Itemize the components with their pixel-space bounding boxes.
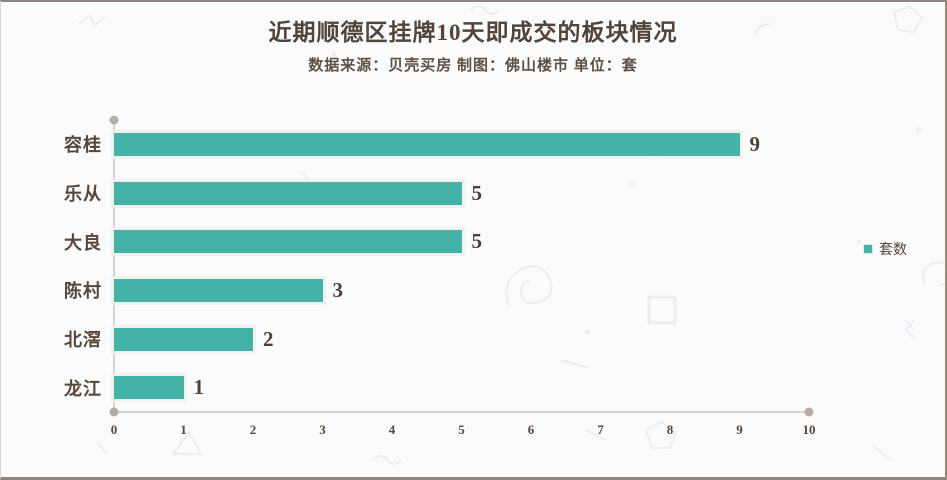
x-tick-label: 5 — [458, 422, 465, 437]
category-label: 大良 — [64, 232, 102, 253]
plot-area: 容桂 9 乐从 5 大良 5 陈村 3 北滘 2 龙江 1 0 1 2 3 4 5 6 7 8 9 10 — [64, 115, 816, 437]
chart-header: 近期顺德区挂牌10天即成交的板块情况 数据来源：贝壳买房 制图：佛山楼市 单位：… — [1, 18, 945, 75]
value-label: 2 — [263, 326, 274, 351]
y-axis-line — [113, 120, 115, 412]
x-axis-ticks: 0 1 2 3 4 5 6 7 8 9 10 — [110, 412, 816, 437]
bar[interactable] — [114, 327, 253, 351]
bar-row: 乐从 5 — [64, 169, 809, 218]
legend-swatch-icon — [863, 244, 873, 254]
legend-item-taoshu[interactable]: 套数 — [863, 239, 907, 259]
x-tick-label: 10 — [802, 422, 816, 437]
x-tick-label: 4 — [388, 422, 396, 437]
value-label: 5 — [471, 229, 483, 254]
bar-row: 陈村 3 — [64, 266, 809, 315]
bar-rows: 容桂 9 乐从 5 大良 5 陈村 3 北滘 2 龙江 1 — [64, 120, 809, 412]
x-axis-end-dot — [804, 407, 814, 417]
bar-row: 北滘 2 — [64, 315, 809, 364]
bar[interactable] — [114, 376, 184, 400]
x-tick-label: 8 — [666, 422, 674, 437]
value-label: 3 — [332, 277, 344, 302]
category-label: 龙江 — [64, 378, 102, 399]
x-tick-label: 2 — [249, 422, 257, 437]
bar[interactable] — [114, 181, 462, 205]
bar-row: 龙江 1 — [64, 363, 809, 412]
axis-origin-dot — [109, 407, 119, 417]
value-label: 5 — [471, 180, 483, 205]
chart-subtitle: 数据来源：贝壳买房 制图：佛山楼市 单位：套 — [308, 57, 638, 74]
bar-row: 容桂 9 — [64, 120, 809, 169]
value-label: 9 — [749, 131, 761, 156]
x-axis-line — [114, 411, 809, 413]
bar[interactable] — [114, 278, 323, 302]
chart-title: 近期顺德区挂牌10天即成交的板块情况 — [268, 20, 678, 45]
category-label: 北滘 — [64, 330, 102, 351]
x-tick-label: 7 — [597, 422, 604, 437]
x-tick-label: 9 — [736, 422, 743, 437]
value-label: 1 — [193, 375, 205, 400]
bar-row: 大良 5 — [64, 217, 809, 266]
bar[interactable] — [114, 132, 740, 156]
category-label: 乐从 — [64, 184, 102, 204]
legend-label: 套数 — [879, 241, 907, 257]
bar[interactable] — [114, 230, 462, 254]
category-label: 容桂 — [64, 135, 102, 156]
x-tick-label: 6 — [527, 422, 535, 437]
category-label: 陈村 — [64, 281, 102, 302]
x-tick-label: 1 — [180, 422, 187, 437]
x-tick-label: 3 — [319, 422, 326, 437]
y-axis-top-dot — [109, 115, 119, 125]
x-tick-label: 0 — [110, 422, 118, 437]
